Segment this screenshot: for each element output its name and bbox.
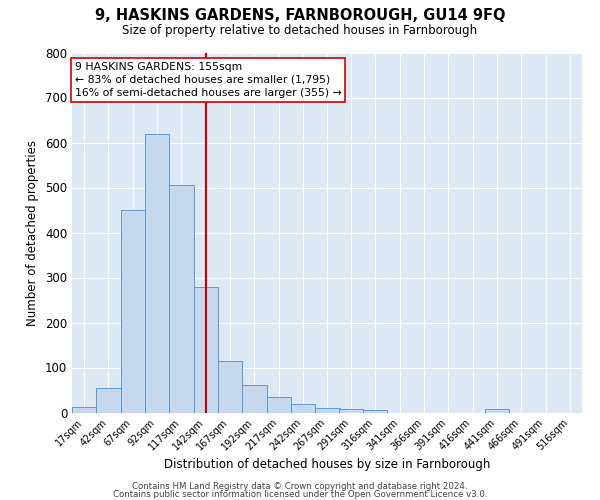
- Text: Contains HM Land Registry data © Crown copyright and database right 2024.: Contains HM Land Registry data © Crown c…: [132, 482, 468, 491]
- Y-axis label: Number of detached properties: Number of detached properties: [26, 140, 40, 326]
- Bar: [291, 404, 316, 412]
- Bar: [169, 185, 194, 412]
- Bar: [266, 396, 291, 412]
- Text: 9 HASKINS GARDENS: 155sqm
← 83% of detached houses are smaller (1,795)
16% of se: 9 HASKINS GARDENS: 155sqm ← 83% of detac…: [74, 62, 341, 98]
- Text: 9, HASKINS GARDENS, FARNBOROUGH, GU14 9FQ: 9, HASKINS GARDENS, FARNBOROUGH, GU14 9F…: [95, 8, 505, 22]
- Bar: [218, 360, 242, 412]
- Bar: [72, 407, 97, 412]
- Bar: [242, 384, 266, 412]
- Text: Contains public sector information licensed under the Open Government Licence v3: Contains public sector information licen…: [113, 490, 487, 499]
- Bar: [363, 410, 388, 412]
- Bar: [145, 134, 169, 412]
- Bar: [485, 409, 509, 412]
- Bar: [316, 408, 340, 412]
- X-axis label: Distribution of detached houses by size in Farnborough: Distribution of detached houses by size …: [164, 458, 490, 471]
- Bar: [121, 210, 145, 412]
- Bar: [338, 409, 363, 412]
- Bar: [97, 388, 121, 412]
- Bar: [194, 286, 218, 412]
- Text: Size of property relative to detached houses in Farnborough: Size of property relative to detached ho…: [122, 24, 478, 37]
